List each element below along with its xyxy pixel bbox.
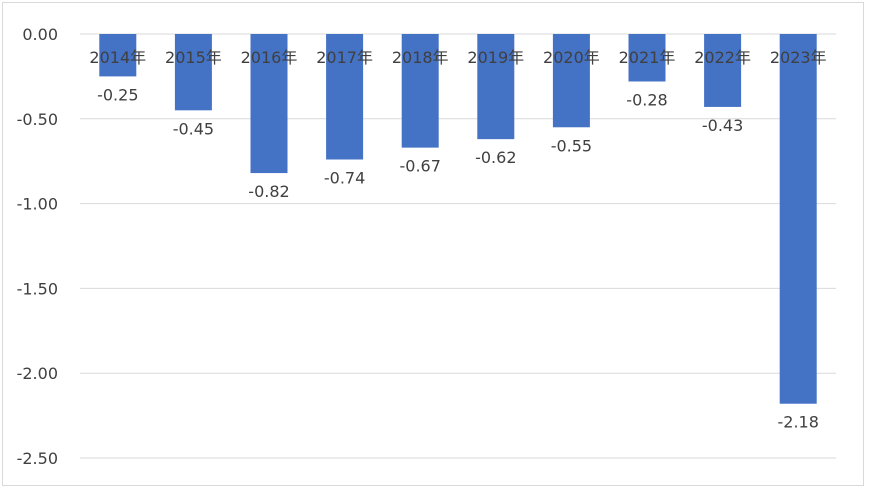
data-label: -0.55 xyxy=(551,136,592,155)
bar xyxy=(477,34,515,140)
category-label: 2023年 xyxy=(770,48,827,67)
y-tick-label: -2.00 xyxy=(17,364,58,383)
bar xyxy=(552,34,590,128)
data-label: -0.67 xyxy=(399,157,440,176)
data-labels: -0.25 -0.45 -0.82 -0.74 -0.67 -0.62 -0.55 -0.28… xyxy=(97,85,819,431)
category-label: 2017年 xyxy=(316,48,373,67)
data-label: -0.25 xyxy=(97,85,138,104)
data-label: -0.45 xyxy=(173,119,214,138)
category-label: 2019年 xyxy=(467,48,524,67)
data-label: -0.43 xyxy=(702,116,743,135)
y-tick-label: -2.50 xyxy=(17,449,58,468)
y-axis-ticks: 0.00 -0.50 -1.00 -1.50 -2.00 -2.50 xyxy=(17,25,58,468)
y-tick-label: -0.50 xyxy=(17,110,58,129)
bars xyxy=(99,34,817,404)
bar xyxy=(401,34,439,148)
data-label: -2.18 xyxy=(777,413,818,432)
category-label: 2015年 xyxy=(165,48,222,67)
bar xyxy=(779,34,817,404)
category-label: 2014年 xyxy=(89,48,146,67)
data-label: -0.74 xyxy=(324,169,365,188)
bar xyxy=(704,34,742,107)
bar xyxy=(174,34,212,111)
category-label: 2016年 xyxy=(241,48,298,67)
bar xyxy=(99,34,137,77)
bar xyxy=(326,34,364,160)
data-label: -0.82 xyxy=(248,182,289,201)
data-label: -0.28 xyxy=(626,90,667,109)
data-label: -0.62 xyxy=(475,148,516,167)
bar xyxy=(250,34,288,174)
y-tick-label: 0.00 xyxy=(22,25,58,44)
category-label: 2022年 xyxy=(694,48,751,67)
category-label: 2018年 xyxy=(392,48,449,67)
y-tick-label: -1.50 xyxy=(17,279,58,298)
bar xyxy=(628,34,666,82)
category-label: 2021年 xyxy=(619,48,676,67)
category-labels: 2014年 2015年 2016年 2017年 2018年 2019年 2020年 2021年… xyxy=(89,48,826,67)
y-tick-label: -1.00 xyxy=(17,195,58,214)
category-label: 2020年 xyxy=(543,48,600,67)
